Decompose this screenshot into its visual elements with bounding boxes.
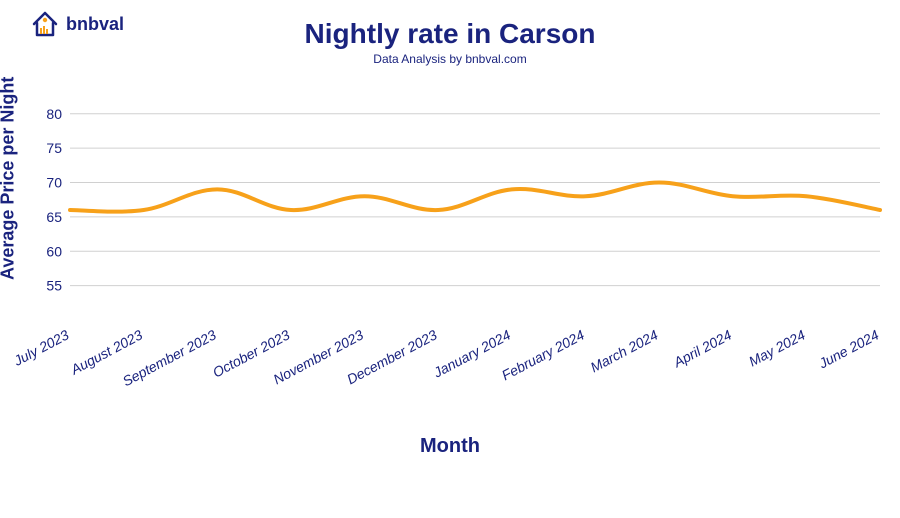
y-tick-label: 60 [46,243,62,259]
y-tick-label: 80 [46,106,62,122]
chart-title: Nightly rate in Carson [0,18,900,50]
x-tick-label: May 2024 [746,326,808,369]
series-line [70,183,880,212]
x-tick-label: July 2023 [10,326,71,369]
x-tick-label: February 2024 [499,326,587,383]
brand-name: bnbval [66,14,124,35]
x-tick-label: June 2024 [815,326,881,371]
y-tick-label: 55 [46,278,62,294]
chart-plot: 556065707580July 2023August 2023Septembe… [0,80,900,420]
house-icon [30,10,60,38]
y-tick-label: 65 [46,209,62,225]
x-tick-label: March 2024 [588,326,661,375]
brand-logo: bnbval [30,10,124,38]
x-tick-label: April 2024 [670,326,734,370]
chart-subtitle: Data Analysis by bnbval.com [0,52,900,66]
x-axis-label: Month [0,435,900,458]
y-tick-label: 75 [46,140,62,156]
chart-container: Average Price per Night 556065707580July… [0,80,900,480]
y-tick-label: 70 [46,175,62,191]
